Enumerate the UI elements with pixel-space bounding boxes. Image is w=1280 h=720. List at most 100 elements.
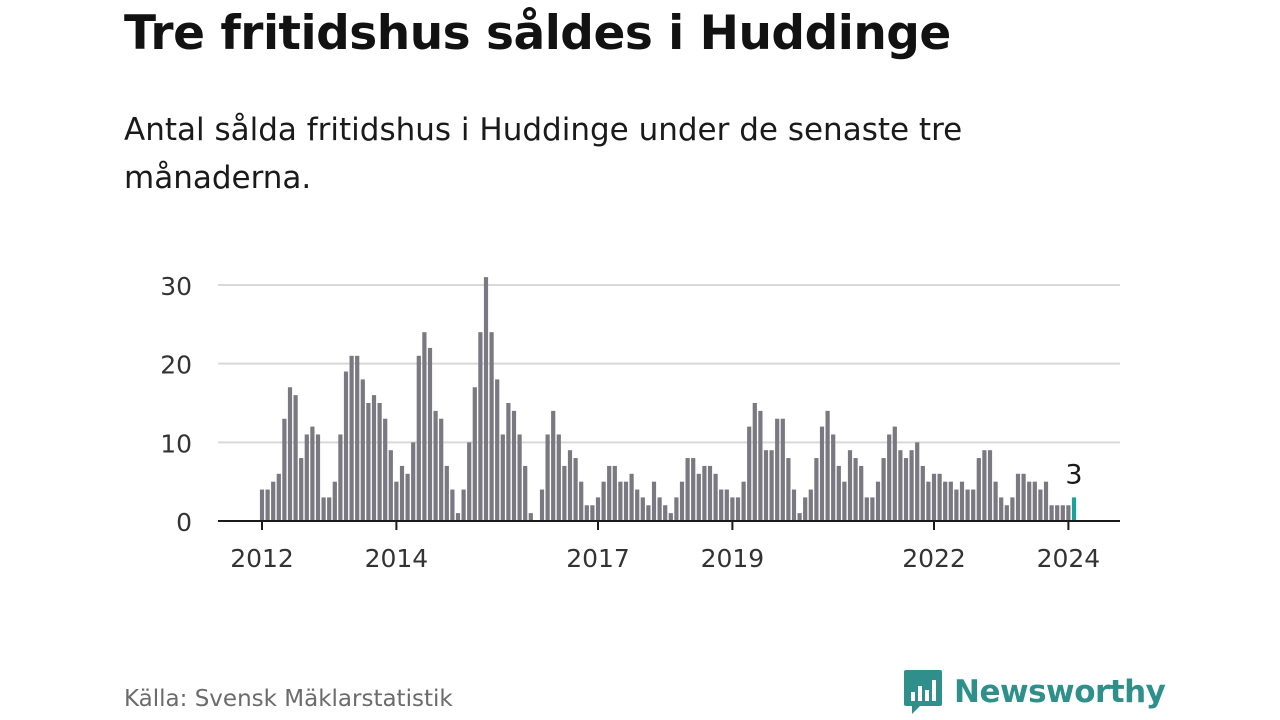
bar — [702, 465, 707, 521]
chart-title: Tre fritidshus såldes i Huddinge — [124, 6, 951, 61]
bar — [539, 489, 545, 521]
bar — [758, 410, 763, 521]
bar — [607, 465, 612, 521]
y-tick-label: 30 — [160, 272, 192, 301]
bar — [679, 481, 685, 521]
bar — [1010, 497, 1015, 521]
bar — [657, 497, 662, 521]
bar — [959, 481, 965, 521]
bar — [433, 410, 438, 521]
x-tick-label: 2014 — [365, 544, 429, 573]
bar — [394, 481, 399, 521]
bar — [388, 450, 393, 521]
bar — [579, 481, 584, 521]
bar — [427, 347, 433, 521]
bar — [730, 497, 735, 521]
bar — [489, 332, 494, 521]
bar — [422, 332, 427, 521]
bar — [859, 465, 864, 521]
bar — [668, 513, 673, 521]
bar — [332, 481, 337, 521]
bar — [741, 481, 746, 521]
bar — [775, 418, 780, 521]
bar-chart: 0 10 20 30 2012 2014 2017 2019 2022 2024 3 — [160, 272, 1120, 573]
bar — [696, 473, 701, 521]
bar — [265, 489, 270, 521]
bar — [472, 387, 477, 521]
bar — [842, 481, 847, 521]
bar — [327, 497, 332, 521]
bar — [310, 426, 315, 521]
bar — [803, 497, 808, 521]
bar — [623, 481, 629, 521]
bar — [366, 403, 371, 521]
bar — [898, 450, 903, 521]
bar — [752, 403, 757, 521]
bar — [405, 473, 410, 521]
bar — [612, 465, 617, 521]
bar — [299, 458, 304, 521]
bar — [545, 434, 550, 521]
bar — [383, 418, 388, 521]
bar — [450, 489, 455, 521]
bar — [1066, 505, 1071, 521]
bar — [360, 379, 365, 521]
bar — [847, 450, 853, 521]
bar — [887, 434, 892, 521]
bar — [590, 505, 595, 521]
source-note: Källa: Svensk Mäklarstatistik — [124, 686, 453, 712]
bar — [640, 497, 645, 521]
bar — [271, 481, 276, 521]
bar — [713, 473, 718, 521]
x-tick-label: 2017 — [566, 544, 630, 573]
bar — [1043, 481, 1049, 521]
bar — [987, 450, 993, 521]
bar — [870, 497, 875, 521]
bar — [954, 489, 959, 521]
bar — [948, 481, 953, 521]
bar — [836, 465, 841, 521]
bar — [573, 458, 578, 521]
x-tick-label: 2022 — [902, 544, 966, 573]
bar — [584, 505, 589, 521]
bar — [355, 355, 360, 521]
y-tick-label: 0 — [176, 508, 192, 537]
bar — [920, 465, 925, 521]
bar — [371, 395, 377, 521]
bar — [1027, 481, 1032, 521]
bar — [971, 489, 976, 521]
bar — [763, 450, 769, 521]
bar — [500, 434, 505, 521]
bar — [875, 481, 881, 521]
bar — [1021, 473, 1026, 521]
bar — [881, 458, 886, 521]
bar — [1055, 505, 1060, 521]
bar — [483, 277, 489, 521]
x-tick-label: 2019 — [701, 544, 765, 573]
bar — [931, 473, 937, 521]
bar — [282, 418, 287, 521]
x-tick-label: 2012 — [230, 544, 294, 573]
bar — [467, 442, 472, 521]
bar — [892, 426, 897, 521]
bar — [915, 442, 920, 521]
bar — [814, 458, 819, 521]
bar-highlight — [1071, 497, 1077, 521]
annotations: 3 — [1065, 459, 1082, 490]
bar — [993, 481, 998, 521]
bar — [601, 481, 606, 521]
bar — [629, 473, 634, 521]
bar — [416, 355, 421, 521]
bar — [791, 489, 797, 521]
bars — [259, 277, 1077, 521]
bar — [1032, 481, 1037, 521]
bar — [1049, 505, 1054, 521]
y-axis-ticks: 0 10 20 30 — [160, 272, 192, 537]
bar — [377, 403, 382, 521]
bar — [735, 497, 741, 521]
bar — [399, 465, 405, 521]
logo-text: Newsworthy — [954, 674, 1166, 710]
bar — [943, 481, 948, 521]
bar — [259, 489, 265, 521]
bar — [909, 450, 914, 521]
